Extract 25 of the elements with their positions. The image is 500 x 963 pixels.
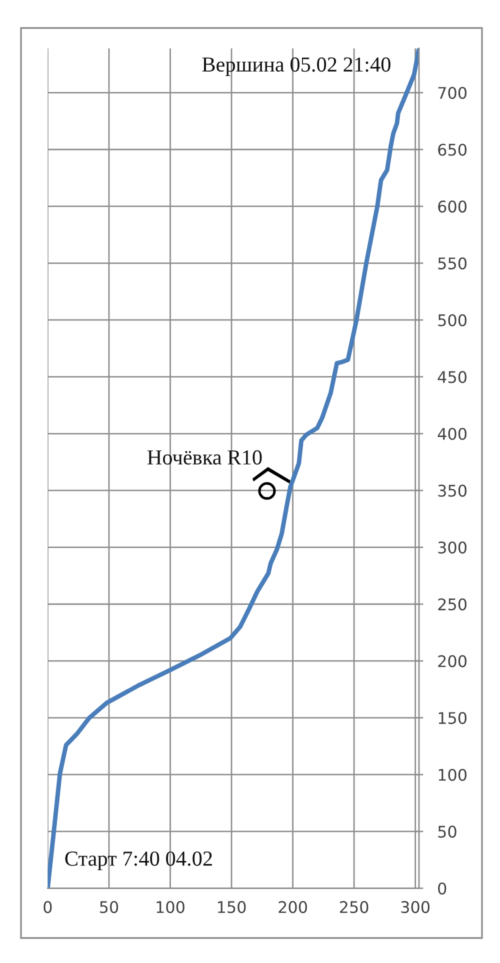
y-tick-label: 700 bbox=[438, 86, 466, 99]
y-tick-label: 600 bbox=[438, 200, 466, 213]
x-tick-label: 100 bbox=[156, 901, 184, 914]
y-tick-label: 150 bbox=[438, 712, 466, 724]
y-tick-label: 650 bbox=[438, 144, 466, 156]
x-tick-label: 300 bbox=[401, 901, 430, 914]
annotation: Вершина 05.02 21:40 bbox=[202, 57, 390, 76]
y-tick-label: 50 bbox=[438, 826, 456, 838]
y-tick-label: 350 bbox=[438, 484, 466, 497]
x-tick-label: 250 bbox=[340, 901, 368, 914]
x-tick-label: 0 bbox=[44, 901, 52, 914]
y-tick-label: 500 bbox=[438, 314, 466, 326]
y-tick-label: 400 bbox=[438, 428, 466, 440]
x-tick-label: 50 bbox=[100, 901, 118, 914]
annotation: Ночёвка R10 bbox=[147, 450, 262, 465]
y-tick-label: 100 bbox=[438, 768, 466, 781]
y-tick-label: 550 bbox=[438, 257, 466, 270]
y-tick-label: 300 bbox=[438, 542, 466, 554]
y-tick-label: 200 bbox=[438, 655, 466, 668]
annotation: Старт 7:40 04.02 bbox=[65, 851, 212, 870]
y-tick-label: 450 bbox=[438, 371, 466, 384]
y-tick-label: 0 bbox=[438, 882, 446, 895]
x-tick-label: 200 bbox=[278, 901, 307, 914]
x-tick-label: 150 bbox=[218, 901, 246, 914]
y-tick-label: 250 bbox=[438, 598, 466, 610]
